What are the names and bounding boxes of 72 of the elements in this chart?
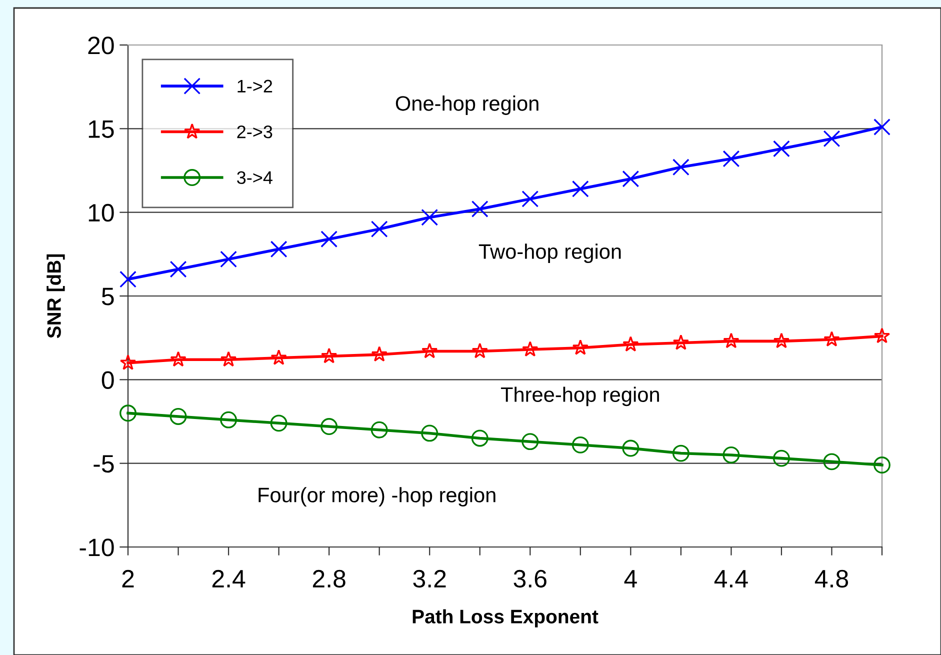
x-axis-title: Path Loss Exponent (412, 609, 598, 628)
legend-label: 1->2 (238, 80, 272, 92)
x-tick-label: 4.8 (814, 570, 848, 588)
point (722, 446, 740, 464)
point (772, 140, 790, 158)
point (220, 411, 238, 428)
point (722, 150, 740, 168)
y-tick-label: 15 (88, 120, 114, 138)
y-tick-label: 0 (102, 371, 114, 389)
point (772, 450, 790, 467)
point (320, 230, 338, 248)
annotation: Four(or more) -hop region (258, 487, 496, 507)
legend-label: 2->3 (237, 126, 272, 138)
point (622, 336, 639, 352)
point (120, 404, 136, 422)
y-tick-label: -10 (80, 538, 114, 556)
point (874, 328, 890, 344)
point (421, 424, 438, 442)
point (471, 200, 488, 218)
point (622, 170, 640, 188)
point (572, 339, 588, 355)
y-axis-title: SNR [dB] (46, 254, 65, 338)
point (320, 348, 338, 364)
point (823, 453, 840, 470)
annotation: Two-hop region (478, 244, 621, 264)
point (773, 332, 790, 348)
x-tick-label: 2.4 (212, 570, 246, 588)
y-tick-label: -5 (94, 455, 114, 473)
point (874, 118, 890, 136)
point (120, 354, 136, 370)
y-tick-label: 10 (88, 204, 114, 222)
point (170, 260, 187, 278)
point (522, 190, 539, 208)
point (622, 440, 640, 457)
legend-label: 3->4 (237, 171, 272, 184)
point (320, 418, 338, 435)
point (472, 342, 488, 358)
point (170, 408, 187, 425)
point (270, 414, 288, 432)
point (371, 346, 388, 362)
point (120, 270, 136, 288)
point (220, 250, 238, 268)
point (672, 444, 690, 462)
point (723, 332, 740, 348)
point (370, 220, 388, 238)
y-tick-label: 5 (102, 288, 114, 306)
point (824, 331, 840, 347)
point (522, 341, 538, 357)
point (471, 430, 488, 447)
annotation: One-hop region (396, 96, 538, 115)
point (421, 208, 438, 226)
point (672, 334, 690, 350)
point (572, 436, 589, 454)
point (522, 433, 539, 450)
point (370, 421, 388, 438)
x-tick-label: 4 (624, 570, 637, 588)
x-tick-label: 2.8 (312, 570, 346, 588)
x-tick-label: 3.6 (514, 570, 546, 588)
point (572, 180, 589, 198)
point (823, 130, 840, 148)
annotation: Three-hop region (500, 386, 659, 406)
point (672, 158, 690, 176)
point (270, 240, 288, 258)
x-tick-label: 2 (122, 570, 134, 588)
y-tick-label: 20 (88, 36, 114, 54)
point (170, 351, 186, 367)
point (422, 342, 438, 358)
point (874, 456, 890, 474)
point (220, 351, 237, 367)
x-tick-label: 4.4 (714, 570, 748, 588)
point (270, 349, 287, 365)
x-tick-label: 3.2 (413, 570, 446, 588)
